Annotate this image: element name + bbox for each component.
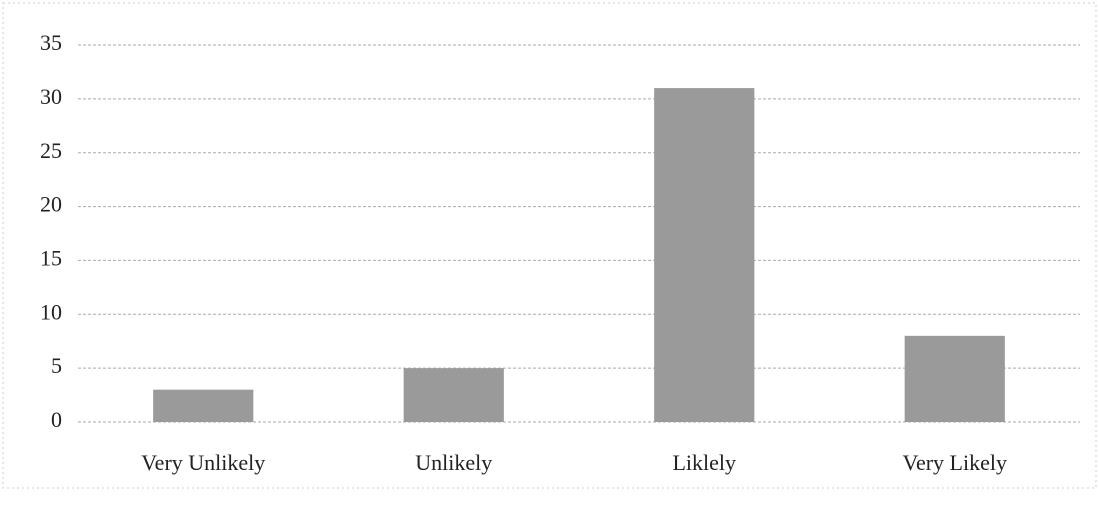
y-tick-label: 35 xyxy=(40,30,62,55)
x-tick-label: Very Unlikely xyxy=(141,450,265,475)
chart-border xyxy=(2,2,1097,489)
y-tick-label: 15 xyxy=(40,245,62,270)
x-tick-label: Unlikely xyxy=(415,450,492,475)
y-tick-label: 0 xyxy=(51,407,62,432)
bar xyxy=(153,389,254,422)
y-tick-label: 20 xyxy=(40,192,62,217)
y-tick-label: 30 xyxy=(40,84,62,109)
bar xyxy=(654,88,755,422)
x-tick-label: Very Likely xyxy=(903,450,1007,475)
y-tick-label: 10 xyxy=(40,299,62,324)
bar xyxy=(904,335,1005,422)
bar xyxy=(403,368,504,422)
y-tick-label: 25 xyxy=(40,138,62,163)
x-tick-label: Liklely xyxy=(672,450,736,475)
y-tick-label: 5 xyxy=(51,353,62,378)
